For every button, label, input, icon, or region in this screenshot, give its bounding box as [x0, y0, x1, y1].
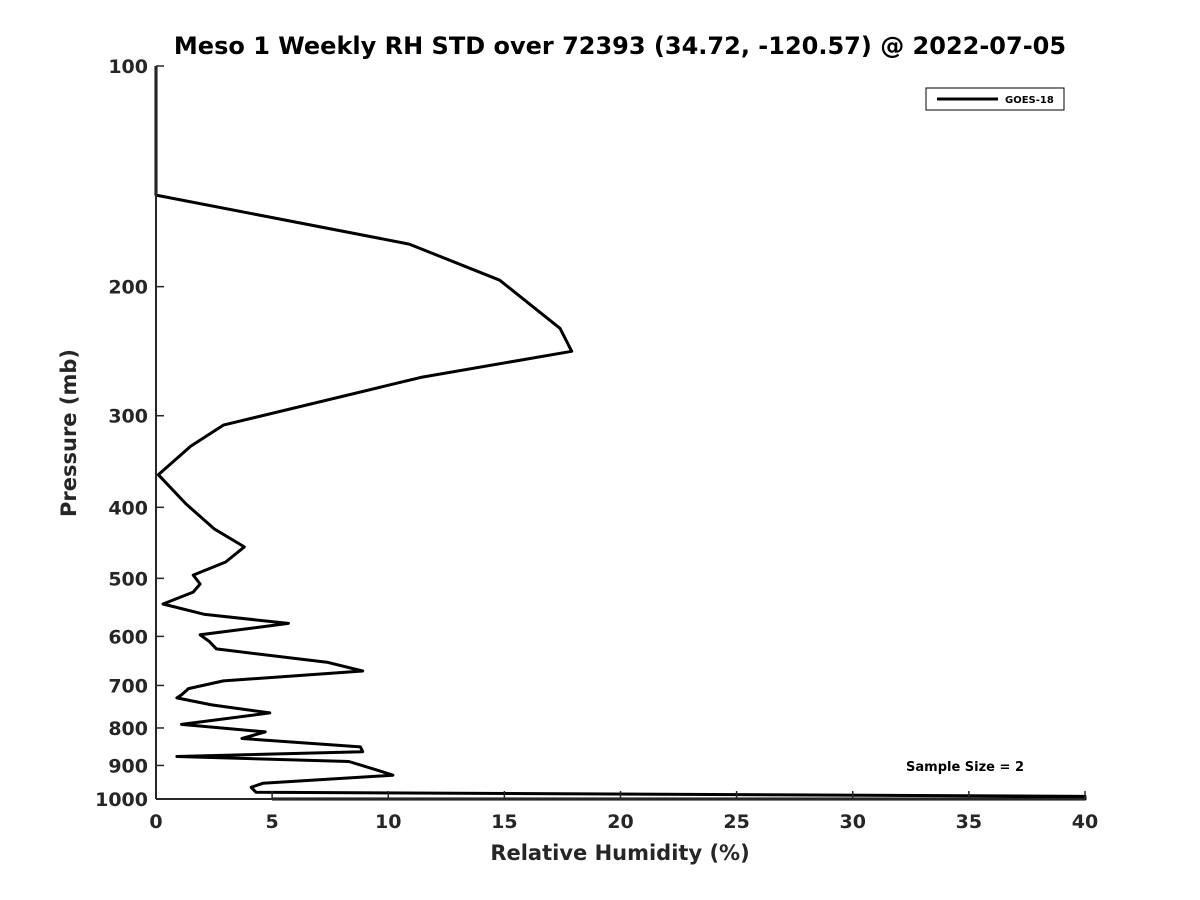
x-axis-ticks: 0 5 10 15 20 25 30 35 40 [149, 791, 1098, 833]
x-tick-label: 10 [375, 811, 401, 833]
y-tick-label: 800 [108, 718, 148, 740]
chart-title: Meso 1 Weekly RH STD over 72393 (34.72, … [174, 32, 1066, 60]
sample-size-annotation: Sample Size = 2 [906, 760, 1024, 775]
x-tick-label: 20 [607, 811, 633, 833]
x-tick-label: 15 [491, 811, 517, 833]
series-line-goes-18 [154, 66, 1087, 801]
x-tick-label: 40 [1072, 811, 1098, 833]
x-tick-label: 35 [956, 811, 982, 833]
y-tick-label: 600 [108, 626, 148, 648]
y-tick-label: 300 [108, 406, 148, 428]
y-tick-label: 400 [108, 497, 148, 519]
y-tick-label: 900 [108, 755, 148, 777]
x-tick-label: 25 [723, 811, 749, 833]
y-axis-ticks: 100 200 300 400 500 600 700 800 900 1000 [95, 56, 164, 811]
x-tick-label: 30 [840, 811, 866, 833]
plot-area [154, 66, 1087, 801]
x-axis-label: Relative Humidity (%) [490, 841, 749, 865]
y-tick-label: 700 [108, 675, 148, 697]
y-tick-label: 200 [108, 277, 148, 299]
legend: GOES-18 [925, 87, 1065, 111]
y-tick-label: 500 [108, 568, 148, 590]
x-tick-label: 0 [149, 811, 162, 833]
x-tick-label: 5 [266, 811, 279, 833]
y-axis-label: Pressure (mb) [57, 349, 81, 517]
y-tick-label: 100 [108, 56, 148, 78]
legend-entry-goes-18: GOES-18 [1005, 95, 1054, 106]
y-tick-label: 1000 [95, 789, 148, 811]
